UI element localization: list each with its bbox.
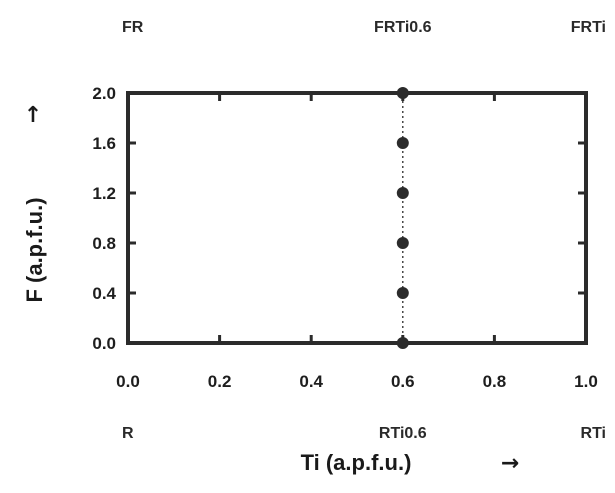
- x-tick-label: 0.8: [483, 372, 507, 391]
- y-tick-label: 1.2: [92, 184, 116, 203]
- bottom-composition-label: R: [122, 425, 134, 442]
- top-annotations: FR FRTi0.6 FRTi: [122, 19, 606, 36]
- tick-marks: [126, 91, 588, 345]
- x-tick-label: 0.4: [299, 372, 323, 391]
- plot-frame: [126, 91, 588, 345]
- bottom-annotations: R RTi0.6 RTi: [122, 425, 606, 442]
- data-point: [396, 287, 409, 299]
- x-tick-label: 0.2: [208, 372, 232, 391]
- y-tick-labels: 0.0 0.4 0.8 1.2 1.6 2.0: [92, 84, 116, 353]
- data-point: [396, 337, 409, 349]
- y-axis-arrow: ↑: [24, 103, 42, 128]
- y-tick-label: 0.0: [92, 334, 116, 353]
- bottom-composition-label: RTi: [581, 425, 606, 442]
- y-axis-title: F (a.p.f.u.): [22, 197, 47, 302]
- y-tick-label: 2.0: [92, 84, 116, 103]
- y-tick-label: 1.6: [92, 134, 116, 153]
- data-point: [396, 87, 409, 99]
- y-tick-label: 0.8: [92, 234, 116, 253]
- top-composition-label: FRTi0.6: [374, 19, 432, 36]
- bottom-composition-label: RTi0.6: [379, 425, 427, 442]
- top-composition-label: FR: [122, 19, 144, 36]
- y-tick-label: 0.4: [92, 284, 116, 303]
- data-series: [396, 87, 409, 349]
- x-tick-label: 0.0: [116, 372, 140, 391]
- x-axis-title: Ti (a.p.f.u.): [301, 450, 412, 475]
- plot-border: [126, 91, 588, 345]
- x-axis-arrow: →: [501, 451, 519, 476]
- x-tick-label: 0.6: [391, 372, 415, 391]
- x-tick-labels: 0.0 0.2 0.4 0.6 0.8 1.0: [116, 372, 598, 391]
- data-point: [396, 237, 409, 249]
- data-point: [396, 187, 409, 199]
- x-tick-label: 1.0: [574, 372, 598, 391]
- top-composition-label: FRTi: [571, 19, 606, 36]
- data-point: [396, 137, 409, 149]
